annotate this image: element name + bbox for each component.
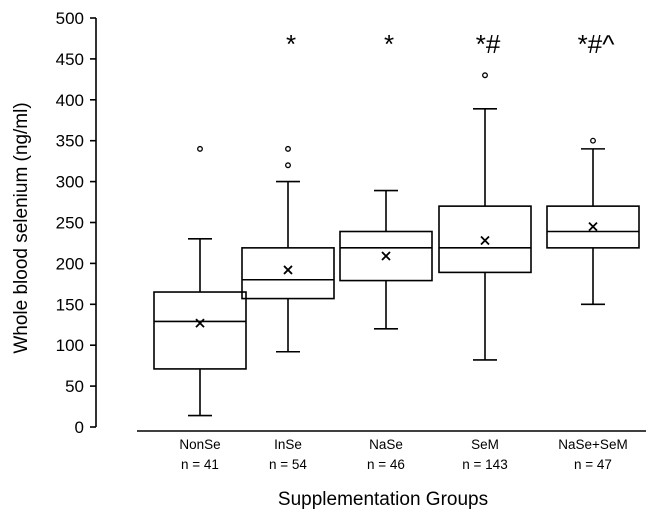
y-tick-label: 400 (56, 91, 84, 110)
iqr-box (153, 291, 247, 370)
x-axis-title: Supplementation Groups (278, 489, 488, 510)
y-axis-title: Whole blood selenium (ng/ml) (11, 102, 32, 353)
significance-label: * (384, 29, 394, 59)
y-tick-label: 300 (56, 173, 84, 192)
category-n-label: n = 46 (367, 457, 405, 472)
mean-marker (283, 265, 293, 275)
y-tick-label: 350 (56, 132, 84, 151)
box-group-inse (241, 145, 335, 353)
mean-marker (588, 221, 598, 232)
significance-label: *# (476, 29, 501, 59)
y-tick-label: 200 (56, 254, 84, 273)
category-n-label: n = 54 (269, 457, 307, 472)
significance-label: *#^ (578, 29, 616, 59)
y-tick-label: 100 (56, 336, 84, 355)
x-axis: NonSe n = 41 InSe n = 54 NaSe n = 46 SeM n = 14… (137, 430, 646, 472)
y-tick-label: 0 (75, 418, 84, 437)
box-group-sem (438, 72, 532, 361)
y-tick-label: 250 (56, 214, 84, 233)
outlier-point (285, 145, 291, 152)
category-label: NonSe (179, 437, 220, 452)
category-label: NaSe+SeM (558, 437, 627, 452)
outlier-point (590, 137, 596, 144)
box-group-nonse (153, 145, 247, 417)
mean-marker (480, 235, 490, 246)
iqr-box (546, 205, 640, 249)
box-group-nase-sem (546, 137, 640, 306)
y-tick-label: 450 (56, 50, 84, 69)
outlier-point (285, 162, 291, 169)
y-tick-label: 50 (65, 377, 84, 396)
category-label: InSe (274, 437, 302, 452)
y-tick-label: 500 (56, 9, 84, 28)
iqr-box (438, 205, 532, 274)
category-label: NaSe (369, 437, 403, 452)
mean-marker (381, 251, 391, 261)
y-tick-label: 150 (56, 295, 84, 314)
mean-marker (195, 318, 205, 328)
outlier-point (197, 145, 203, 152)
box-series (153, 72, 640, 417)
iqr-box (339, 230, 433, 282)
significance-markers: * * *# *#^ (286, 29, 615, 59)
iqr-box (241, 247, 335, 300)
y-axis: 0 50 100 150 200 250 300 350 400 450 500 (56, 9, 97, 437)
category-n-label: n = 47 (574, 457, 612, 472)
significance-label: * (286, 29, 296, 59)
category-n-label: n = 41 (181, 457, 219, 472)
category-n-label: n = 143 (462, 457, 507, 472)
outlier-point (482, 72, 488, 79)
box-group-nase (339, 189, 433, 330)
category-label: SeM (471, 437, 499, 452)
